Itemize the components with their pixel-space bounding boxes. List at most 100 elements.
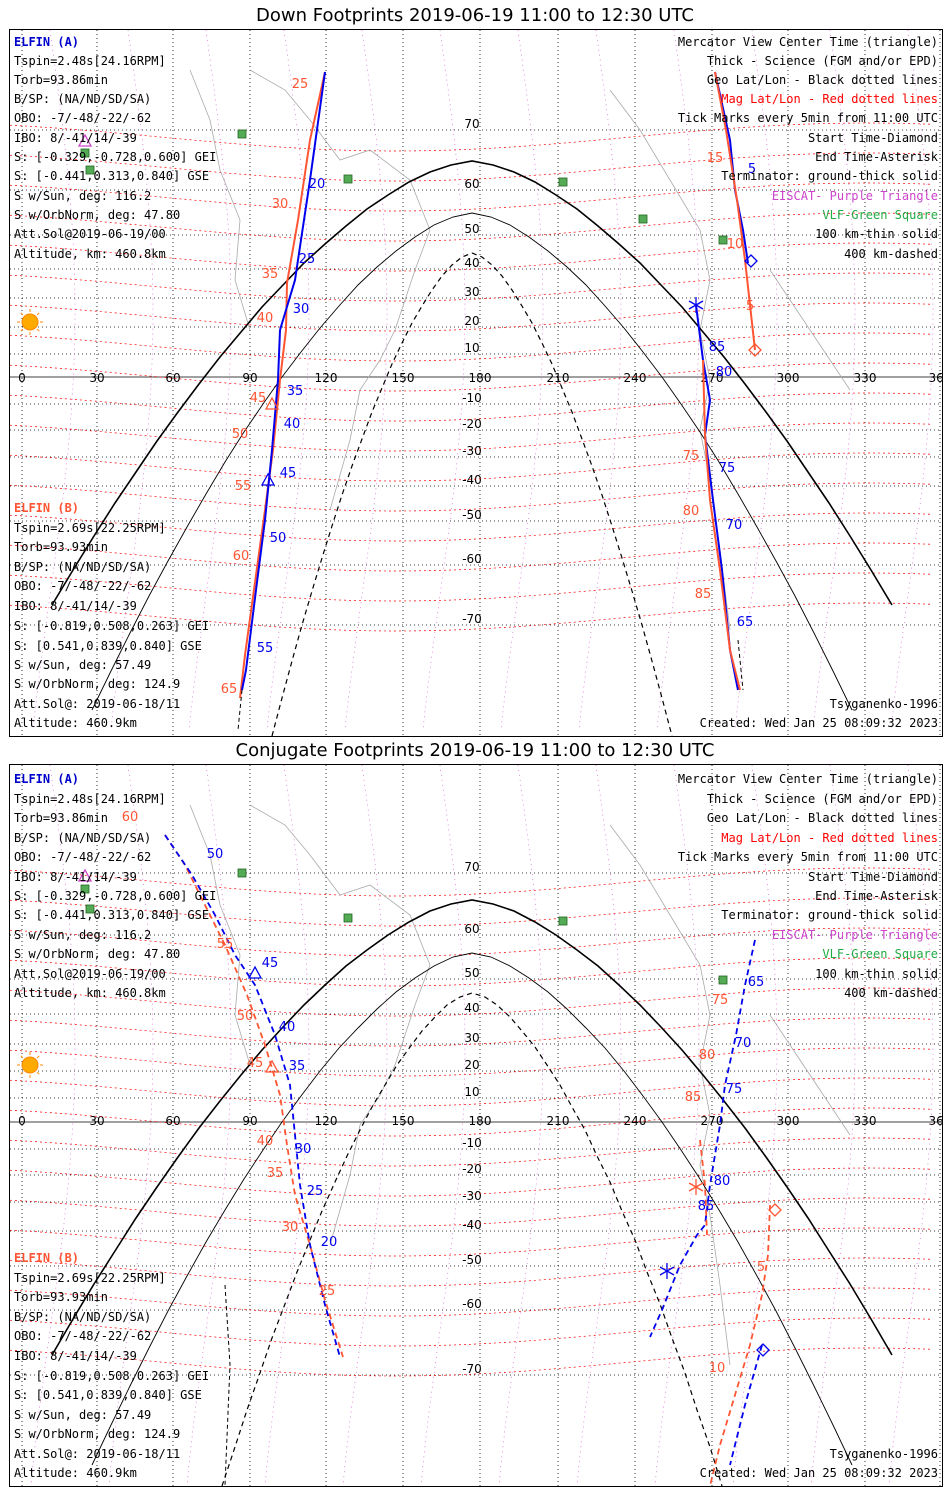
tick-label: 80	[714, 1174, 731, 1189]
elfin-a-line: Att.Sol@2019-06-19/00	[14, 227, 166, 241]
created-label: Created: Wed Jan 25 08:09:32 2023	[699, 1466, 938, 1480]
elfin-b-line: IBO: 8/-41/14/-39	[14, 1349, 137, 1363]
mag-lon-line	[186, 765, 232, 1486]
legend-item: Thick - Science (FGM and/or EPD)	[706, 792, 938, 806]
lon-label: 120	[315, 371, 338, 385]
tick-label: 50	[270, 531, 287, 546]
tick-label: 35	[289, 1059, 306, 1074]
elfin-a-line: OBO: -7/-48/-22/-62	[14, 850, 152, 864]
elfin-b-line: S: [-0.819,0.508,0.263] GEI	[14, 619, 210, 633]
mag-lon-line	[420, 765, 466, 1486]
legend-item: Geo Lat/Lon - Black dotted lines	[706, 811, 938, 825]
lon-label: 150	[392, 371, 415, 385]
lat-label: -40	[462, 473, 482, 487]
mag-lat-line	[10, 422, 931, 452]
map-panel-conjugate[interactable]: 0 30 60 90 120 150 180 210 240 270 300 330 360 70 60 50…	[9, 764, 943, 1487]
mag-lat-line	[10, 512, 931, 542]
mag-lat-line	[10, 987, 931, 1017]
elfin-a-line: Att.Sol@2019-06-19/00	[14, 967, 166, 981]
center-time-triangle	[264, 1059, 280, 1073]
lat-label: -10	[462, 1136, 482, 1150]
vlf-square	[85, 904, 95, 914]
tick-label: 20	[309, 177, 326, 192]
lon-label: 120	[315, 1114, 338, 1128]
mag-lon-line	[810, 765, 856, 1486]
elfin-b-line: B/SP: (NA/ND/SD/SA)	[14, 1310, 152, 1324]
center-time-triangle	[247, 965, 263, 979]
mag-lon-line	[888, 765, 934, 1486]
elfin-b-line: S w/Sun, deg: 57.49	[14, 1408, 152, 1422]
legend-item: 400 km-dashed	[844, 986, 938, 1000]
elfin-b-header: ELFIN (B)	[14, 1251, 80, 1265]
mag-lat-line	[10, 152, 931, 182]
lat-label: 20	[464, 1058, 479, 1072]
lat-label: 40	[464, 256, 479, 270]
terminator-400km	[271, 252, 673, 736]
lon-label: 90	[242, 1114, 257, 1128]
lon-label: 240	[624, 371, 647, 385]
elfin-b-track	[239, 71, 326, 699]
lat-label: 60	[464, 177, 479, 191]
elfin-a-line: S: [-0.329,-0.728,0.600] GEI	[14, 150, 217, 164]
tick-label: 65	[748, 975, 765, 990]
legend-item: End Time-Asterisk	[815, 889, 938, 903]
end-asterisk	[688, 1179, 704, 1195]
elfin-b-line: B/SP: (NA/ND/SD/SA)	[14, 560, 152, 574]
tick-label: 75	[719, 461, 736, 476]
elfin-a-line: OBO: -7/-48/-22/-62	[14, 111, 152, 125]
model-label: Tsyganenko-1996	[829, 697, 938, 711]
elfin-b-line: S: [0.541,0.839,0.840] GSE	[14, 1388, 202, 1402]
mag-lat-line	[10, 1047, 931, 1077]
lon-label: 60	[165, 1114, 180, 1128]
elfin-b-line: Torb=93.93min	[14, 1290, 108, 1304]
legend-item: Start Time-Diamond	[807, 870, 938, 884]
mag-lat-line	[10, 452, 931, 482]
sun-ray	[20, 312, 24, 316]
mag-lat-line	[10, 122, 931, 152]
vlf-square	[80, 884, 90, 894]
elfin-b-line: Altitude: 460.9km	[14, 716, 137, 730]
mag-lat-line	[10, 242, 931, 272]
elfin-a-track	[279, 71, 326, 331]
mag-lat-line	[10, 332, 931, 362]
legend-item: 100 km-thin solid	[815, 967, 938, 981]
tick-label: 80	[683, 504, 700, 519]
legend-item: Terminator: ground-thick solid	[721, 908, 938, 922]
terminator-ground	[51, 899, 893, 1356]
tick-label: 65	[221, 682, 238, 697]
mag-lat-line	[10, 392, 931, 422]
end-asterisk	[688, 297, 704, 313]
elfin-b-track	[699, 1139, 708, 1236]
start-diamond	[756, 1343, 770, 1357]
lon-label: 30	[89, 371, 104, 385]
tick-label: 60	[122, 810, 139, 825]
tick-label: 25	[319, 1284, 336, 1299]
tick-label: 85	[698, 1199, 715, 1214]
elfin-a-track	[729, 1344, 763, 1466]
coastline	[249, 804, 431, 1246]
mag-lon-line	[576, 765, 622, 1486]
panel-title-conjugate: Conjugate Footprints 2019-06-19 11:00 to…	[235, 740, 715, 761]
elfin-b-line: S: [0.541,0.839,0.840] GSE	[14, 639, 202, 653]
lat-label: 50	[464, 966, 479, 980]
elfin-a-line: Tspin=2.48s[24.16RPM]	[14, 54, 166, 68]
mag-lat-line	[10, 272, 931, 302]
elfin-b-line: Altitude: 460.9km	[14, 1466, 137, 1480]
elfin-a-header: ELFIN (A)	[14, 35, 80, 49]
vlf-square	[343, 174, 353, 184]
tick-label: 70	[726, 518, 743, 533]
start-diamond	[768, 1203, 782, 1217]
mag-lat-line	[10, 182, 931, 212]
sun-ray	[20, 1055, 24, 1059]
tick-label: 75	[683, 449, 700, 464]
lon-label: 360	[929, 1114, 942, 1128]
legend-item: End Time-Asterisk	[815, 150, 938, 164]
map-panel-down[interactable]: 0306090120150180210240270300330360706050…	[9, 29, 943, 737]
lat-label: -60	[462, 552, 482, 566]
mag-lat-line	[10, 867, 931, 897]
elfin-a-line: Altitude, km: 460.8km	[14, 986, 166, 1000]
legend-item: EISCAT- Purple Triangle	[771, 189, 938, 203]
vlf-square	[343, 913, 353, 923]
tick-label: 55	[235, 479, 252, 494]
lat-label: -20	[462, 1162, 482, 1176]
